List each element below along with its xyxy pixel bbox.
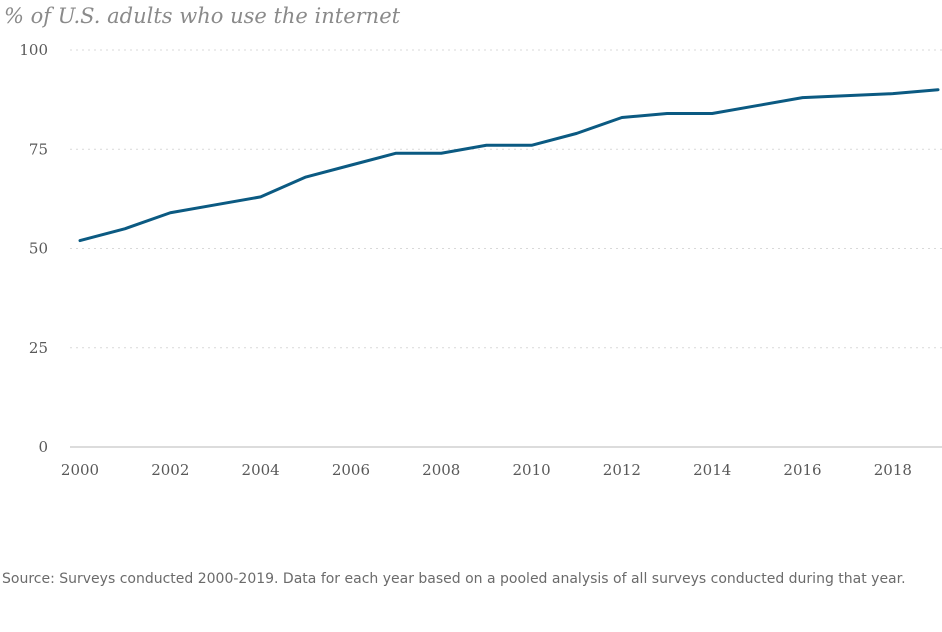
x-tick-label-2000: 2000 [61, 461, 99, 479]
y-tick-label-100: 100 [19, 41, 48, 59]
y-tick-label-0: 0 [38, 438, 48, 456]
x-tick-label-2002: 2002 [151, 461, 189, 479]
x-tick-label-2018: 2018 [874, 461, 912, 479]
x-tick-label-2008: 2008 [422, 461, 460, 479]
x-tick-label-2010: 2010 [512, 461, 550, 479]
x-tick-label-2014: 2014 [693, 461, 731, 479]
y-tick-label-50: 50 [29, 240, 48, 258]
series-line-0 [78, 88, 940, 243]
x-tick-label-2012: 2012 [603, 461, 641, 479]
x-axis-ticks: 2000 2002 2004 2006 2008 2010 2012 2014 2016 2018 [61, 461, 912, 479]
source-note: Source: Surveys conducted 2000-2019. Dat… [2, 571, 906, 587]
x-tick-label-2004: 2004 [242, 461, 280, 479]
x-tick-label-2016: 2016 [783, 461, 821, 479]
y-tick-label-75: 75 [29, 140, 48, 158]
series-layer [78, 88, 940, 243]
y-axis-ticks: 0 25 50 75 100 [19, 41, 48, 456]
chart-title: % of U.S. adults who use the internet [4, 4, 401, 28]
grid-lines [70, 49, 942, 448]
y-tick-label-25: 25 [29, 339, 48, 357]
x-tick-label-2006: 2006 [332, 461, 370, 479]
